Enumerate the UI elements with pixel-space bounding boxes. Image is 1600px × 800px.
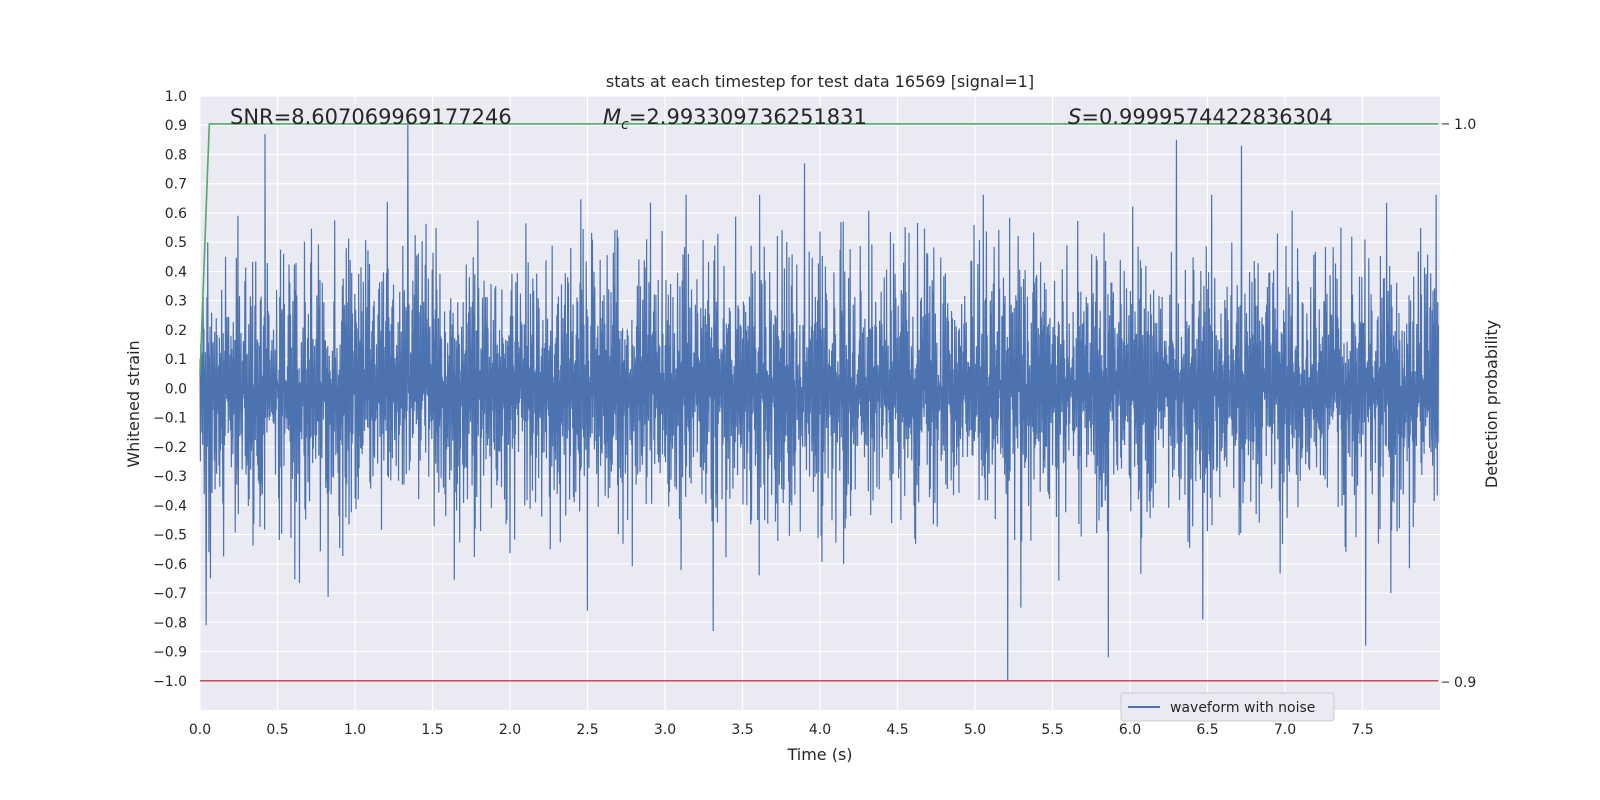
y2-tick-label: 0.9 <box>1454 675 1476 691</box>
x-tick-label: 2.5 <box>576 722 598 738</box>
x-tick-label: 1.0 <box>344 722 366 738</box>
x-tick-label: 3.0 <box>654 722 676 738</box>
y-tick-label: −0.4 <box>153 498 187 514</box>
x-tick-label: 1.5 <box>421 722 443 738</box>
x-tick-label: 4.0 <box>809 722 831 738</box>
x-tick-label: 3.5 <box>731 722 753 738</box>
y-tick-label: 0.6 <box>165 206 187 222</box>
x-tick-label: 4.5 <box>886 722 908 738</box>
y-tick-label: −0.2 <box>153 440 187 456</box>
x-tick-label: 7.0 <box>1274 722 1296 738</box>
y-tick-label: 0.9 <box>165 118 187 134</box>
x-tick-label: 0.5 <box>266 722 288 738</box>
y-tick-label: −0.5 <box>153 528 187 544</box>
detection-probability-line <box>199 123 1439 376</box>
legend-label: waveform with noise <box>1170 700 1315 716</box>
legend: waveform with noise <box>1120 692 1335 722</box>
x-tick-label: 6.0 <box>1119 722 1141 738</box>
y-axis-title: Whitened strain <box>124 340 143 467</box>
chart-title: stats at each timestep for test data 165… <box>606 72 1034 91</box>
x-tick-label: 6.5 <box>1196 722 1218 738</box>
series-layer <box>199 119 1440 682</box>
y-tick-label: −0.6 <box>153 557 187 573</box>
x-tick-label: 0.0 <box>189 722 211 738</box>
y2-axis-title: Detection probability <box>1482 320 1501 488</box>
y-tick-label: −0.1 <box>153 411 187 427</box>
y-tick-label: −0.9 <box>153 645 187 661</box>
x-tick-label: 5.5 <box>1041 722 1063 738</box>
x-axis-title: Time (s) <box>786 745 852 764</box>
y-tick-label: 0.1 <box>165 352 187 368</box>
y2-tick-label: 1.0 <box>1454 117 1476 133</box>
chirp-mass-value: =2.993309736251831 <box>629 105 867 129</box>
y-tick-label: −0.3 <box>153 469 187 485</box>
y-tick-label: 0.3 <box>165 294 187 310</box>
y-tick-label: 0.0 <box>165 381 187 397</box>
y-tick-label: 0.4 <box>165 264 187 280</box>
detection-stat-value: =0.9999574422836304 <box>1081 105 1332 129</box>
y-tick-label: 1.0 <box>165 89 187 105</box>
axes: 0.0 0.5 1.0 1.5 2.0 2.5 3.0 3.5 4.0 4.5 5.0 5.5 6.0 6… <box>153 89 1476 738</box>
chirp-mass-symbol: M <box>603 105 621 129</box>
x-tick-label: 5.0 <box>964 722 986 738</box>
y-tick-label: −0.7 <box>153 586 187 602</box>
legend-box <box>1120 692 1335 722</box>
x-tick-label: 7.5 <box>1351 722 1373 738</box>
y-tick-label: −0.8 <box>153 615 187 631</box>
waveform-line <box>199 119 1440 681</box>
detection-stat-symbol: S <box>1068 105 1081 129</box>
y-tick-label: 0.2 <box>165 323 187 339</box>
detection-stat-annotation: S=0.9999574422836304 <box>1068 105 1333 129</box>
chirp-mass-subscript: c <box>621 117 629 133</box>
y-tick-label: −1.0 <box>153 674 187 690</box>
y-tick-label: 0.7 <box>165 177 187 193</box>
snr-annotation: SNR=8.607069969177246 <box>230 105 512 129</box>
chirp-mass-annotation: Mc=2.993309736251831 <box>603 105 867 133</box>
y-tick-label: 0.5 <box>165 235 187 251</box>
y-tick-label: 0.8 <box>165 147 187 163</box>
x-tick-label: 2.0 <box>499 722 521 738</box>
